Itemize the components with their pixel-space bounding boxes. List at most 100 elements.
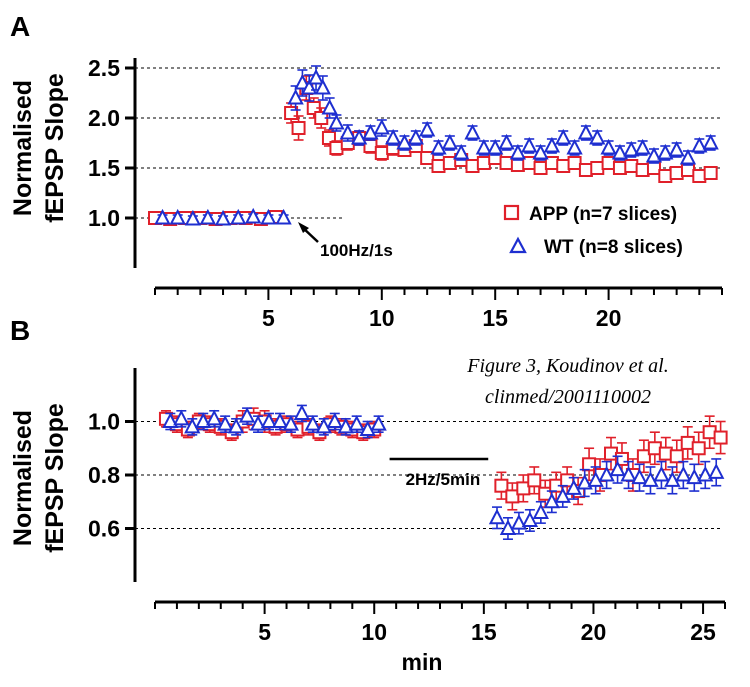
wt-point	[430, 138, 447, 155]
legend-wt-label: WT (n=8 slices)	[544, 237, 683, 258]
wt-point	[275, 208, 292, 225]
panel-b-letter: B	[10, 315, 30, 346]
wt-point	[238, 406, 256, 423]
wt-point	[339, 123, 356, 140]
wt-series	[162, 404, 725, 541]
app-point	[556, 159, 571, 173]
wt-point	[294, 73, 311, 90]
app-point	[431, 159, 446, 173]
app-point	[476, 156, 491, 170]
wt-point	[260, 412, 278, 428]
app-point	[612, 161, 627, 175]
x-tick-label: 15	[471, 619, 497, 645]
wt-point	[623, 140, 640, 157]
wt-point	[464, 123, 481, 140]
wt-point	[697, 465, 714, 482]
wt-point	[173, 409, 190, 426]
x-tick-label: 5	[258, 619, 271, 645]
app-point	[590, 161, 605, 175]
wt-point	[631, 468, 648, 485]
wt-point	[287, 88, 304, 105]
x-tick-label: 5	[262, 305, 275, 331]
wt-point	[321, 98, 338, 115]
wt-point	[611, 143, 629, 160]
y-tick-label: 2.0	[88, 105, 120, 131]
caption-line2: clinmed/2001110002	[485, 386, 651, 408]
panel-a-ticks: 1.0 1.5 2.0 2.5 5 10 15 20	[88, 55, 723, 331]
app-point	[291, 121, 306, 135]
wt-point	[577, 123, 595, 140]
app-point	[692, 169, 707, 183]
wt-point	[373, 118, 390, 135]
wt-point	[532, 503, 549, 519]
panel-a: A Normalised fEPSP Slope 1.0 1.5 2.0 2.5 5 10…	[9, 11, 723, 331]
x-tick-label: 20	[596, 305, 622, 331]
app-point	[635, 163, 650, 177]
panel-b-annotation: 2Hz/5min	[406, 470, 481, 489]
wt-point	[162, 412, 179, 428]
x-tick-label: 20	[581, 619, 607, 645]
app-point	[494, 478, 509, 493]
legend-app-marker	[503, 204, 520, 221]
wt-point	[348, 415, 365, 431]
wt-point	[600, 138, 617, 155]
panel-a-annotation: 100Hz/1s	[320, 241, 393, 260]
app-point	[713, 430, 728, 445]
wt-point	[184, 417, 201, 434]
x-tick-label: 10	[369, 305, 395, 331]
wt-point	[315, 417, 332, 434]
y-tick-label: 0.8	[88, 462, 120, 488]
wt-point	[589, 128, 606, 145]
wt-point	[154, 208, 171, 225]
wt-point	[668, 140, 685, 157]
wt-point	[307, 68, 325, 85]
wt-point	[217, 415, 234, 431]
wt-point	[326, 412, 343, 428]
panel-b-marks	[158, 404, 728, 541]
app-point	[636, 449, 651, 464]
y-tick-label: 1.5	[88, 155, 120, 181]
wt-point	[271, 412, 289, 428]
app-point	[505, 489, 520, 504]
wt-point	[498, 133, 515, 150]
app-point	[578, 163, 593, 177]
wt-point	[384, 128, 402, 145]
wt-point	[686, 468, 703, 485]
app-point	[567, 156, 582, 170]
wt-point	[521, 511, 539, 527]
wt-point	[499, 519, 517, 535]
wt-point	[576, 473, 593, 490]
app-point	[516, 481, 531, 496]
wt-point	[304, 415, 321, 431]
wt-point	[679, 148, 697, 165]
wt-point	[708, 463, 725, 479]
wt-point	[657, 143, 674, 160]
app-point	[703, 166, 718, 180]
y-tick-label: 0.6	[88, 516, 120, 542]
wt-point	[419, 120, 436, 137]
wt-point	[532, 143, 549, 160]
panel-b-ticks: 0.6 0.8 1.0 5 10 15 20 25	[88, 409, 726, 645]
wt-series	[154, 65, 719, 226]
wt-point	[664, 471, 681, 487]
app-point	[669, 166, 684, 180]
app-point	[420, 151, 435, 165]
wt-point	[691, 136, 708, 153]
panel-b-gridlines	[135, 421, 722, 529]
wt-point	[362, 123, 379, 140]
wt-point	[350, 128, 368, 145]
caption-line1: Figure 3, Koudinov et al.	[466, 355, 668, 377]
wt-point	[328, 113, 345, 130]
legend-app-label: APP (n=7 slices)	[529, 204, 677, 225]
wt-point	[509, 143, 527, 160]
panel-b: B Normalised fEPSP Slope 0.6 0.8 1.0 5 10 15 2…	[9, 315, 728, 675]
wt-point	[453, 143, 470, 160]
wt-point	[195, 412, 212, 428]
x-tick-label: 15	[482, 305, 508, 331]
y-tick-label: 2.5	[88, 55, 120, 81]
wt-point	[260, 208, 277, 225]
app-point	[363, 139, 378, 153]
app-point	[691, 441, 706, 456]
wt-point	[702, 133, 719, 150]
